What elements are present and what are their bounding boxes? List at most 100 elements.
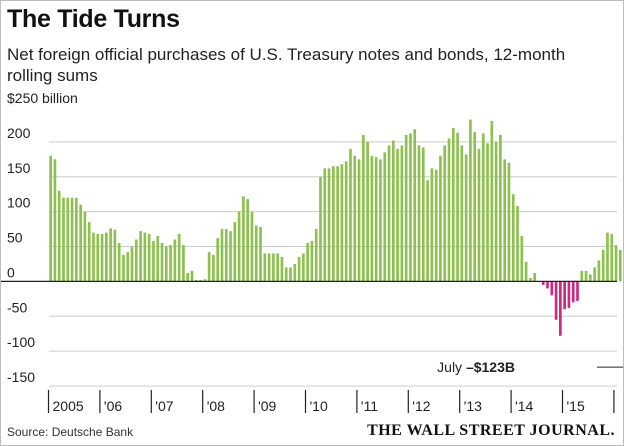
- bar: [156, 236, 160, 282]
- bar: [567, 281, 571, 308]
- annotation-label: July –$123B: [437, 359, 515, 375]
- bar: [349, 148, 352, 282]
- bar: [434, 169, 438, 282]
- y-tick-label: $250 billion: [7, 90, 78, 106]
- bar: [396, 148, 399, 282]
- bar: [224, 229, 228, 282]
- y-tick-label: 50: [7, 230, 23, 246]
- bar: [327, 168, 331, 282]
- bar: [520, 236, 524, 282]
- bar: [164, 246, 168, 282]
- y-tick-label: -100: [7, 334, 35, 350]
- bar: [507, 162, 511, 282]
- bar: [194, 279, 198, 282]
- bar: [571, 281, 575, 303]
- bar: [272, 253, 275, 282]
- bar: [353, 155, 357, 282]
- bar: [481, 133, 485, 282]
- bar: [447, 138, 451, 282]
- bar: [421, 147, 425, 282]
- label-layer: $250 billion 200 150 100 50 0 -50 -100 -150 2005 '…: [7, 90, 623, 414]
- bar: [186, 273, 190, 282]
- bar: [190, 270, 194, 282]
- x-tick-label: 2005: [53, 398, 84, 414]
- bar: [70, 197, 74, 282]
- bar: [383, 152, 387, 282]
- bar: [130, 246, 134, 282]
- bar: [511, 194, 515, 282]
- bar: [589, 274, 592, 282]
- bar: [473, 132, 477, 282]
- bar: [559, 281, 562, 336]
- bar: [486, 143, 489, 282]
- chart-title: The Tide Turns: [7, 5, 180, 33]
- bar: [306, 243, 309, 282]
- bar: [400, 145, 404, 282]
- x-tick-label: '10: [310, 398, 328, 414]
- bar: [246, 199, 250, 282]
- bar: [597, 260, 601, 282]
- bar: [319, 176, 322, 282]
- bar: [593, 267, 596, 282]
- bar: [182, 245, 185, 282]
- bar: [280, 256, 284, 282]
- bar: [233, 222, 237, 282]
- bar: [619, 249, 622, 282]
- bar: [563, 281, 566, 310]
- bar: [323, 168, 327, 282]
- bar: [357, 159, 361, 282]
- bar: [147, 233, 151, 282]
- bar: [499, 134, 502, 282]
- bar: [254, 225, 258, 282]
- bar: [469, 119, 472, 282]
- annotation-value: –$123B: [466, 359, 515, 375]
- bar: [546, 281, 549, 289]
- bar: [340, 164, 344, 282]
- bar: [122, 254, 125, 282]
- bar: [267, 253, 271, 282]
- bar: [332, 166, 335, 282]
- bar: [524, 261, 528, 282]
- bar: [554, 281, 558, 320]
- bar: [516, 206, 519, 282]
- x-tick-label: '06: [104, 398, 122, 414]
- bar: [126, 252, 130, 282]
- bar: [105, 232, 108, 282]
- source-note: Source: Deutsche Bank: [7, 425, 134, 439]
- bar: [490, 120, 494, 282]
- bar: [374, 157, 378, 282]
- bar: [391, 140, 395, 282]
- bar: [109, 228, 112, 282]
- bar: [456, 132, 459, 282]
- bar: [443, 145, 447, 282]
- y-tick-label: -150: [7, 369, 35, 385]
- bar: [152, 240, 155, 282]
- bar: [529, 277, 532, 282]
- y-tick-label: 150: [7, 160, 31, 176]
- bar: [503, 159, 507, 282]
- bar: [584, 270, 588, 282]
- x-tick-label: '12: [412, 398, 430, 414]
- bar: [100, 233, 104, 282]
- bar: [344, 161, 348, 282]
- bar: [310, 240, 314, 282]
- bar: [494, 141, 498, 282]
- bar: [614, 245, 618, 282]
- bar: [143, 232, 147, 282]
- bar: [284, 267, 288, 282]
- bar: [87, 222, 91, 282]
- bar: [160, 243, 164, 282]
- bar: [220, 229, 224, 282]
- bar: [53, 159, 57, 282]
- bar: [362, 134, 365, 282]
- bars-layer: [49, 119, 622, 336]
- bar: [533, 273, 536, 282]
- y-tick-label: -50: [7, 299, 27, 315]
- bar: [139, 231, 142, 282]
- bar: [404, 134, 408, 282]
- y-tick-label: 100: [7, 195, 31, 211]
- bar: [203, 279, 207, 282]
- bar: [229, 231, 232, 282]
